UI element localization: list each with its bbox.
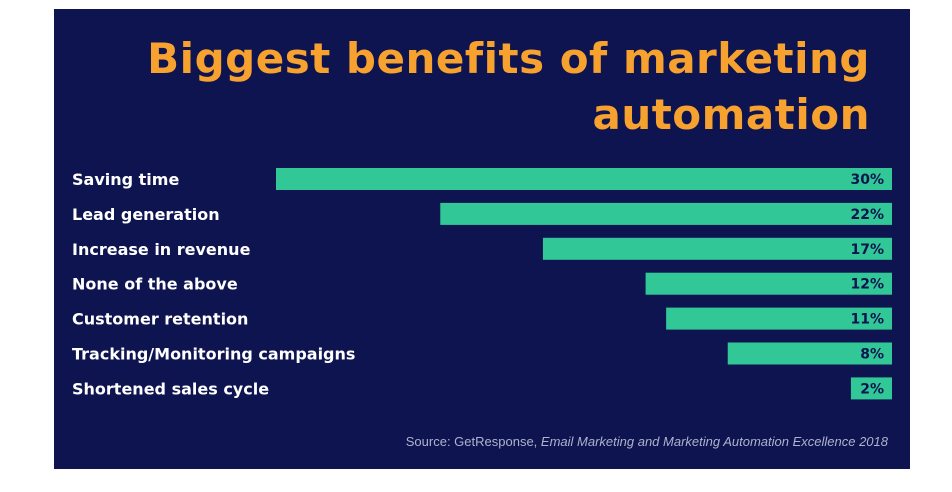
bar: [276, 168, 892, 190]
bar: [645, 272, 892, 295]
category-label: Increase in revenue: [72, 240, 251, 259]
bar: [666, 307, 892, 330]
value-label: 30%: [850, 172, 884, 188]
category-label: Lead generation: [72, 205, 220, 224]
value-label: 12%: [850, 277, 884, 293]
bar: [542, 237, 892, 260]
value-label: 11%: [850, 312, 884, 328]
chart-panel: Biggest benefits of marketing automation…: [54, 9, 910, 469]
value-label: 2%: [860, 381, 884, 397]
category-label: Saving time: [72, 170, 179, 189]
bar: [440, 202, 892, 225]
bar: [850, 377, 892, 400]
chart-title: Biggest benefits of marketing automation: [147, 34, 870, 139]
category-label: Shortened sales cycle: [72, 379, 269, 398]
source-title: Email Marketing and Marketing Automation…: [540, 434, 888, 449]
source-prefix: Source: GetResponse,: [405, 434, 541, 449]
source-note: Source: GetResponse, Email Marketing and…: [406, 434, 888, 449]
value-label: 8%: [860, 347, 884, 363]
value-label: 17%: [850, 242, 884, 258]
category-label: Customer retention: [72, 310, 248, 329]
category-label: None of the above: [72, 275, 238, 294]
bar: [727, 342, 892, 365]
bar-chart: Saving time 30% Lead generation 22% Increase…: [72, 168, 892, 400]
value-label: 22%: [850, 207, 884, 223]
category-label: Tracking/Monitoring campaigns: [72, 345, 355, 364]
